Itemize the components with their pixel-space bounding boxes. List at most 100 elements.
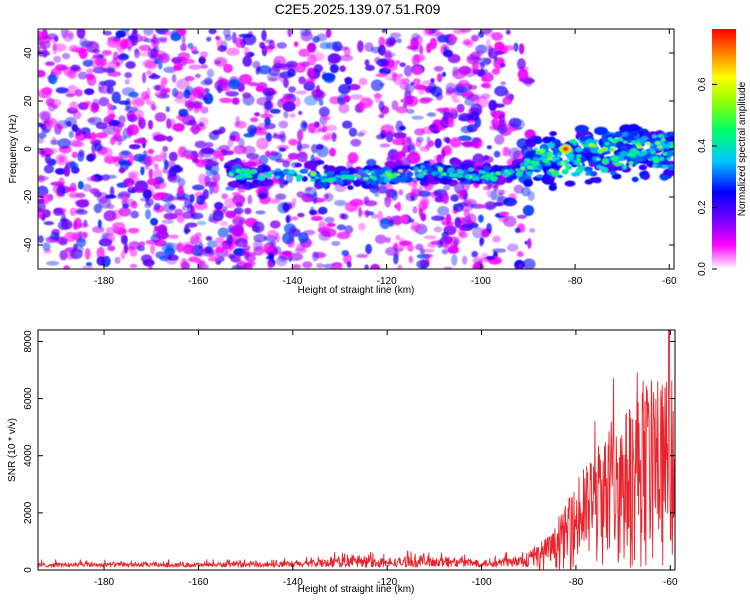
heatmap-cell bbox=[329, 265, 343, 269]
heatmap-cell bbox=[226, 47, 240, 56]
colorbar-tick-label: 0.0 bbox=[697, 262, 708, 276]
heatmap-cell bbox=[206, 68, 214, 78]
heatmap-cell bbox=[45, 97, 55, 107]
heatmap-cell bbox=[603, 158, 609, 161]
heatmap-cell bbox=[384, 195, 392, 208]
heatmap-cell bbox=[522, 205, 535, 216]
heatmap-cell bbox=[338, 84, 351, 95]
x-tick-label: -160 bbox=[188, 276, 208, 287]
heatmap-cell bbox=[399, 62, 406, 67]
heatmap-cell bbox=[112, 222, 125, 231]
heatmap-cell bbox=[358, 206, 362, 218]
heatmap-cell bbox=[341, 177, 345, 180]
heatmap-cell bbox=[147, 178, 159, 186]
heatmap-cell bbox=[234, 175, 242, 180]
heatmap-cell bbox=[240, 168, 246, 172]
heatmap-cell bbox=[582, 147, 590, 154]
heatmap-cell bbox=[166, 135, 174, 142]
heatmap-cell bbox=[161, 219, 174, 224]
heatmap-cell bbox=[127, 227, 140, 234]
heatmap-cell bbox=[620, 145, 627, 150]
heatmap-cell bbox=[195, 73, 201, 79]
heatmap-cell bbox=[102, 30, 112, 36]
heatmap-cell bbox=[338, 103, 350, 114]
heatmap-cell bbox=[288, 177, 293, 180]
heatmap-cell bbox=[129, 248, 138, 257]
heatmap-cell bbox=[181, 34, 186, 46]
heatmap-cell bbox=[198, 260, 207, 269]
y-tick-label: 6000 bbox=[23, 387, 34, 410]
heatmap-cell bbox=[204, 246, 213, 254]
heatmap-cell bbox=[395, 38, 402, 44]
heatmap-cell bbox=[68, 191, 79, 199]
heatmap-cell bbox=[453, 203, 464, 212]
heatmap-cell bbox=[447, 117, 455, 128]
heatmap-cell bbox=[371, 213, 378, 219]
y-tick-label: 40 bbox=[23, 47, 34, 59]
heatmap-cell bbox=[157, 29, 167, 35]
heatmap-cell bbox=[652, 163, 658, 168]
heatmap-cell bbox=[321, 135, 331, 142]
heatmap-cell bbox=[142, 189, 153, 199]
heatmap-cell bbox=[60, 219, 73, 230]
heatmap-cell bbox=[346, 261, 352, 268]
heatmap-cell bbox=[441, 148, 446, 159]
x-tick-label: -80 bbox=[568, 276, 583, 287]
heatmap-cell bbox=[657, 134, 665, 138]
snr-panel: -180 -160 -140 -120 -100 -80 -60 0 2000 4000 6000… bbox=[7, 329, 678, 595]
heatmap-cell bbox=[99, 66, 105, 72]
heatmap-cell bbox=[394, 151, 407, 160]
heatmap-cell bbox=[92, 49, 101, 54]
heatmap-cell bbox=[72, 110, 82, 120]
heatmap-cell bbox=[165, 106, 170, 113]
heatmap-cell bbox=[615, 162, 621, 167]
heatmap-cell bbox=[520, 166, 526, 171]
heatmap-cell bbox=[347, 83, 361, 91]
heatmap-cell bbox=[199, 248, 205, 254]
heatmap-cell bbox=[214, 201, 224, 210]
heatmap-cell bbox=[267, 259, 273, 269]
heatmap-cell bbox=[289, 113, 296, 118]
heatmap-cell bbox=[491, 32, 503, 41]
heatmap-cell bbox=[134, 186, 146, 193]
heatmap-cell bbox=[268, 251, 275, 260]
heatmap-cell bbox=[231, 97, 240, 105]
heatmap-cell bbox=[235, 134, 241, 143]
heatmap-cell bbox=[302, 261, 313, 269]
heatmap-cell bbox=[411, 33, 420, 41]
heatmap-cell bbox=[264, 39, 274, 44]
heatmap-cell bbox=[316, 33, 328, 42]
heatmap-cell bbox=[640, 175, 647, 180]
heatmap-cell bbox=[627, 152, 632, 157]
heatmap-cell bbox=[370, 79, 384, 92]
heatmap-cell bbox=[549, 168, 555, 173]
heatmap-cell bbox=[101, 49, 112, 56]
colorbar-gradient bbox=[712, 29, 736, 269]
heatmap-cell bbox=[424, 169, 428, 172]
heatmap-cell bbox=[202, 189, 209, 200]
heatmap-cell bbox=[174, 96, 188, 104]
heatmap-cell bbox=[92, 66, 107, 74]
heatmap-cell bbox=[182, 241, 194, 248]
heatmap-cell bbox=[579, 163, 583, 166]
heatmap-cell bbox=[490, 190, 498, 201]
heatmap-cell bbox=[450, 194, 460, 202]
heatmap-cell bbox=[449, 172, 454, 177]
heatmap-cell bbox=[148, 74, 161, 80]
heatmap-cell bbox=[574, 125, 589, 133]
heatmap-cell bbox=[153, 50, 167, 61]
heatmap-cell bbox=[282, 202, 290, 213]
heatmap-cell bbox=[408, 255, 413, 264]
heatmap-cell bbox=[182, 205, 187, 211]
heatmap-cell bbox=[198, 56, 206, 65]
heatmap-cell bbox=[594, 139, 599, 143]
heatmap-cell bbox=[380, 124, 395, 134]
heatmap-cell bbox=[298, 232, 309, 244]
heatmap-cell bbox=[375, 73, 388, 78]
heatmap-cell bbox=[297, 129, 304, 142]
heatmap-cell bbox=[516, 214, 527, 219]
heatmap-cell bbox=[129, 154, 134, 164]
heatmap-cell bbox=[597, 148, 604, 154]
heatmap-cell bbox=[491, 164, 501, 174]
heatmap-cell bbox=[446, 107, 459, 114]
